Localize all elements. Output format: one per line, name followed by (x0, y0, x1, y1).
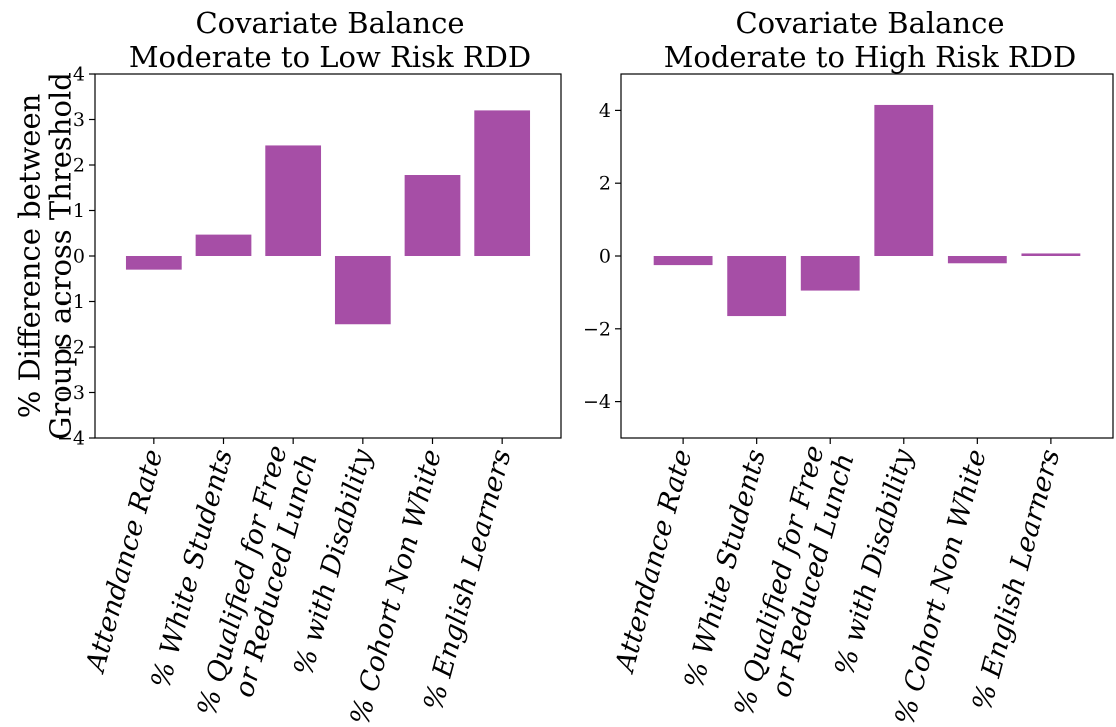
y-tick-label: −1 (57, 291, 85, 313)
y-tick-label: 4 (73, 64, 85, 86)
y-axis-label-line: Groups across Threshold (44, 72, 78, 440)
chart-title: Covariate Balance (195, 6, 464, 40)
chart-title: Moderate to Low Risk RDD (129, 40, 531, 74)
y-axis-label-line: % Difference between (13, 94, 47, 419)
bar-1 (653, 256, 713, 266)
bar-4 (874, 104, 934, 256)
bar-5 (947, 256, 1007, 264)
bar-4 (334, 256, 391, 325)
y-tick-label: 0 (73, 246, 85, 268)
y-tick-label: −2 (57, 337, 85, 359)
y-tick-label: 1 (73, 200, 85, 222)
y-tick-label: 4 (599, 100, 611, 122)
x-tick-label: Attendance Rate (609, 446, 699, 678)
y-tick-label: −3 (57, 382, 85, 404)
bar-3 (800, 256, 860, 291)
bar-1 (125, 256, 182, 270)
bar-2 (727, 256, 787, 317)
y-tick-label: −4 (583, 391, 611, 413)
y-tick-label: 0 (599, 246, 611, 268)
bar-3 (265, 145, 322, 256)
chart-title: Moderate to High Risk RDD (664, 40, 1077, 74)
y-tick-label: −2 (583, 318, 611, 340)
y-tick-label: 3 (73, 109, 85, 131)
bar-5 (404, 175, 461, 256)
y-tick-label: 2 (599, 173, 611, 195)
bar-2 (195, 234, 252, 256)
y-tick-label: −4 (57, 428, 85, 450)
bar-6 (474, 110, 531, 257)
chart-title: Covariate Balance (735, 6, 1004, 40)
bar-6 (1021, 253, 1081, 256)
x-tick-label-line: Attendance Rate (609, 446, 699, 678)
y-tick-label: 2 (73, 155, 85, 177)
